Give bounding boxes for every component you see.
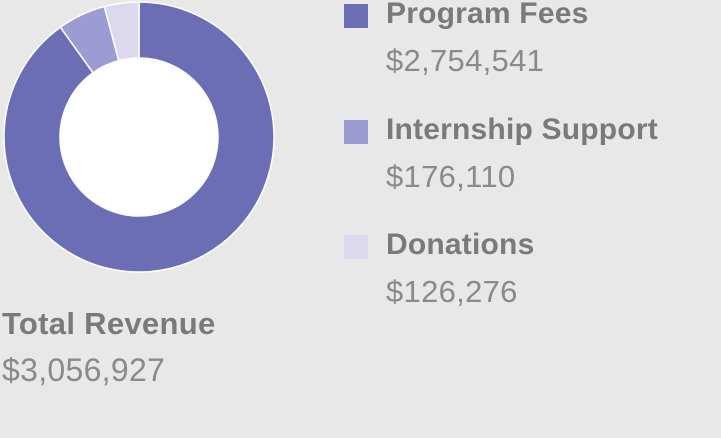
legend-value-program-fees: $2,754,541: [386, 43, 545, 78]
legend-item-program-fees: Program Fees $2,754,541: [344, 0, 721, 90]
legend-item-internship-support: Internship Support $176,110: [344, 113, 721, 206]
legend-swatch-program-fees: [344, 4, 368, 28]
legend-label-internship-support: Internship Support: [386, 113, 658, 146]
legend-swatch-internship-support: [344, 120, 368, 144]
legend-swatch-donations: [344, 235, 368, 259]
legend-value-internship-support: $176,110: [386, 159, 516, 194]
legend-label-donations: Donations: [386, 228, 535, 261]
legend-item-donations: Donations $126,276: [344, 228, 721, 321]
donut-hole: [60, 58, 218, 216]
total-revenue-value: $3,056,927: [2, 352, 166, 388]
legend-label-program-fees: Program Fees: [386, 0, 589, 30]
total-revenue-label: Total Revenue: [2, 306, 216, 341]
legend-value-donations: $126,276: [386, 274, 518, 309]
